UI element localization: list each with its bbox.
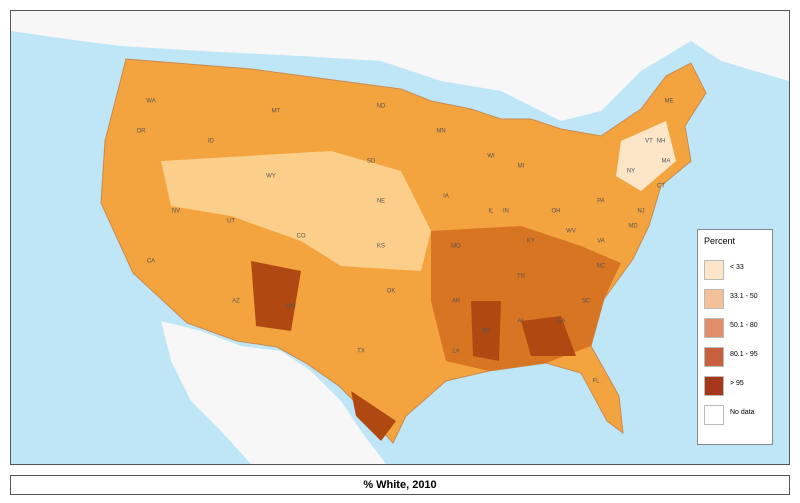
state-label: OK xyxy=(387,289,396,295)
legend-item: 50.1 - 80 xyxy=(704,318,770,338)
state-label: MD xyxy=(628,224,638,230)
state-label: TN xyxy=(517,274,525,280)
state-label: CA xyxy=(147,259,155,265)
legend-swatch xyxy=(704,289,724,309)
state-label: NH xyxy=(657,139,666,145)
legend-item: 33.1 - 50 xyxy=(704,289,770,309)
state-label: FL xyxy=(592,379,600,385)
legend: Percent < 33 33.1 - 50 50.1 - 80 80.1 - 95 >… xyxy=(697,229,773,445)
legend-swatch xyxy=(704,376,724,396)
state-label: MO xyxy=(451,244,461,250)
state-label: NV xyxy=(172,209,180,215)
state-label: AL xyxy=(517,319,525,325)
state-label: LA xyxy=(452,349,459,355)
legend-swatch xyxy=(704,318,724,338)
legend-label: No data xyxy=(730,409,755,416)
state-label: ND xyxy=(377,104,386,110)
state-label: SC xyxy=(582,299,591,305)
darkest-patches xyxy=(251,261,576,441)
state-label: GA xyxy=(557,319,566,325)
legend-item: No data xyxy=(704,405,770,425)
state-label: AR xyxy=(452,299,461,305)
caption: % White, 2010 xyxy=(10,475,790,495)
state-label: NJ xyxy=(637,209,644,215)
legend-label: 50.1 - 80 xyxy=(730,322,758,329)
map-frame: WA OR ID MT ND WY SD NE NV UT CO KS CA AZ NM OK TX MN WI IA… xyxy=(10,10,790,465)
legend-swatch xyxy=(704,405,724,425)
state-label: NM xyxy=(286,304,295,310)
state-label: CT xyxy=(657,184,665,190)
legend-item: < 33 xyxy=(704,260,770,280)
legend-swatch xyxy=(704,260,724,280)
state-label: WA xyxy=(146,99,155,105)
state-label: ID xyxy=(208,139,215,145)
state-label: MN xyxy=(436,129,445,135)
legend-label: < 33 xyxy=(730,264,744,271)
state-label: OR xyxy=(137,129,147,135)
state-label: WV xyxy=(566,229,576,235)
state-label: MT xyxy=(272,109,281,115)
legend-item: 80.1 - 95 xyxy=(704,347,770,367)
state-label: WY xyxy=(266,174,276,180)
legend-item: > 95 xyxy=(704,376,770,396)
state-label: NC xyxy=(597,264,606,270)
state-label: MS xyxy=(482,329,491,335)
state-label: IA xyxy=(443,194,449,200)
mexico xyxy=(161,321,386,464)
state-label: MI xyxy=(518,164,525,170)
state-label: UT xyxy=(227,219,235,225)
state-label: PA xyxy=(597,199,605,205)
state-label: SD xyxy=(367,159,376,165)
state-label: WI xyxy=(487,154,495,160)
state-label: VA xyxy=(597,239,605,245)
state-label: AZ xyxy=(232,299,240,305)
state-label: KY xyxy=(527,239,535,245)
map: WA OR ID MT ND WY SD NE NV UT CO KS CA AZ NM OK TX MN WI IA… xyxy=(11,11,789,464)
legend-label: 33.1 - 50 xyxy=(730,293,758,300)
state-label: NE xyxy=(377,199,385,205)
state-label: IL xyxy=(488,209,494,215)
northeast-light xyxy=(616,121,676,191)
state-label: CO xyxy=(297,234,306,240)
state-label: IN xyxy=(503,209,509,215)
state-label: NY xyxy=(627,169,635,175)
state-label: ME xyxy=(665,99,674,105)
legend-label: 80.1 - 95 xyxy=(730,351,758,358)
legend-title: Percent xyxy=(704,236,736,246)
state-label: TX xyxy=(357,349,365,355)
state-label: OH xyxy=(552,209,561,215)
state-label: VT xyxy=(645,139,653,145)
state-label: MA xyxy=(662,159,671,165)
canada xyxy=(11,11,789,121)
legend-label: > 95 xyxy=(730,380,744,387)
light-region xyxy=(161,151,431,271)
state-label: KS xyxy=(377,244,385,250)
legend-swatch xyxy=(704,347,724,367)
